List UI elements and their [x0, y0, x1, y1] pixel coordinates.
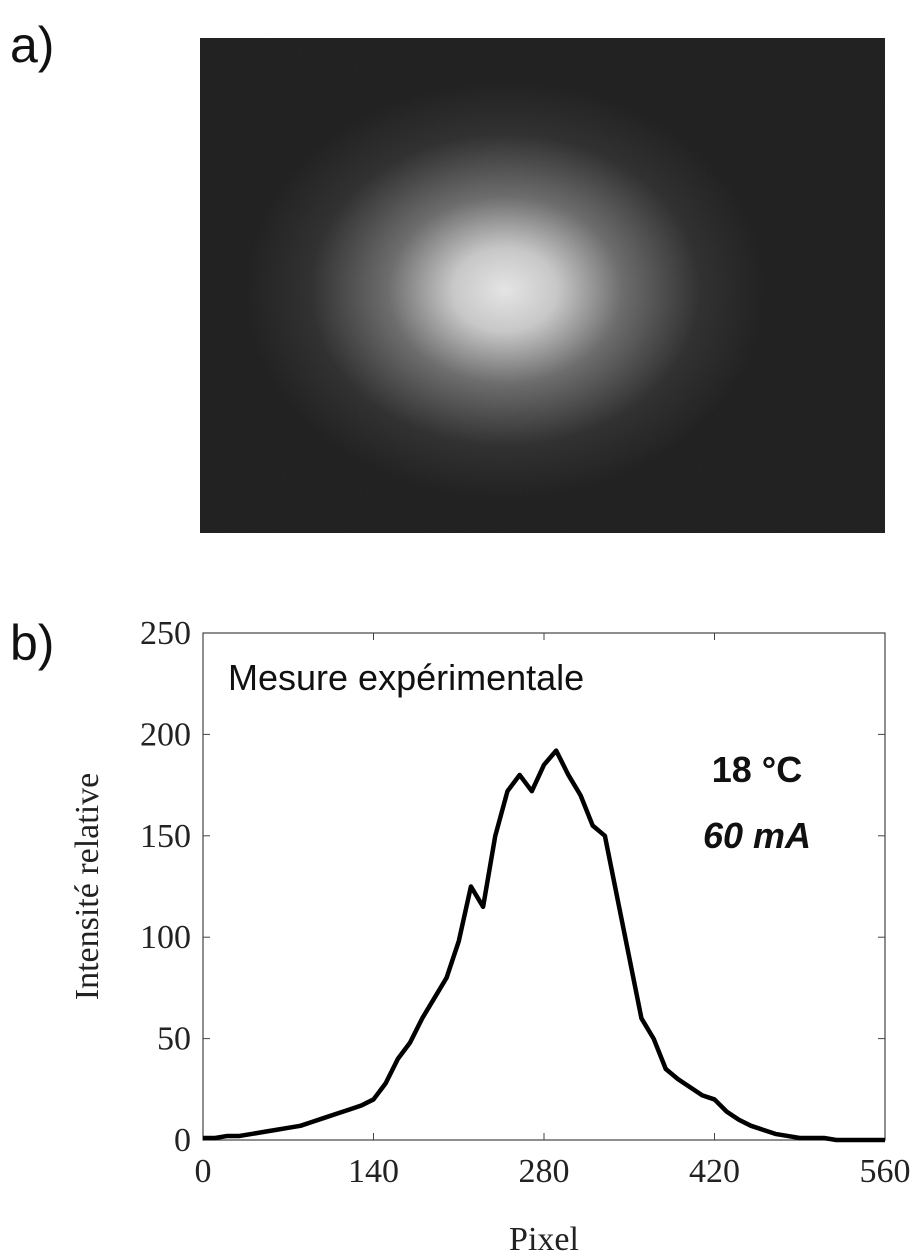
panel-label: a)	[10, 17, 54, 73]
annotation: Mesure expérimentale	[228, 657, 584, 698]
y-tick-label: 150	[140, 818, 191, 855]
y-axis-label: Intensité relative	[69, 773, 106, 1001]
annotation: 18 °C	[712, 749, 802, 790]
y-tick-label: 100	[140, 919, 191, 956]
beam-noise	[200, 38, 885, 533]
x-tick-label: 140	[348, 1153, 399, 1190]
x-tick-label: 420	[689, 1153, 740, 1190]
x-axis-label: Pixel	[509, 1221, 579, 1258]
annotation: 60 mA	[703, 815, 811, 856]
x-tick-label: 280	[519, 1153, 570, 1190]
y-tick-label: 200	[140, 716, 191, 753]
x-tick-label: 0	[195, 1153, 212, 1190]
y-tick-label: 0	[174, 1122, 191, 1159]
plot-frame	[202, 632, 886, 1141]
y-tick-label: 250	[140, 615, 191, 652]
panel-label: b)	[10, 615, 54, 671]
x-tick-label: 560	[860, 1153, 911, 1190]
plot: 0 140 280 420 560 0 50 100 150 200 250 Pixel Intensi…	[69, 615, 911, 1258]
y-tick-label: 50	[157, 1021, 191, 1058]
data-line	[203, 748, 885, 1143]
